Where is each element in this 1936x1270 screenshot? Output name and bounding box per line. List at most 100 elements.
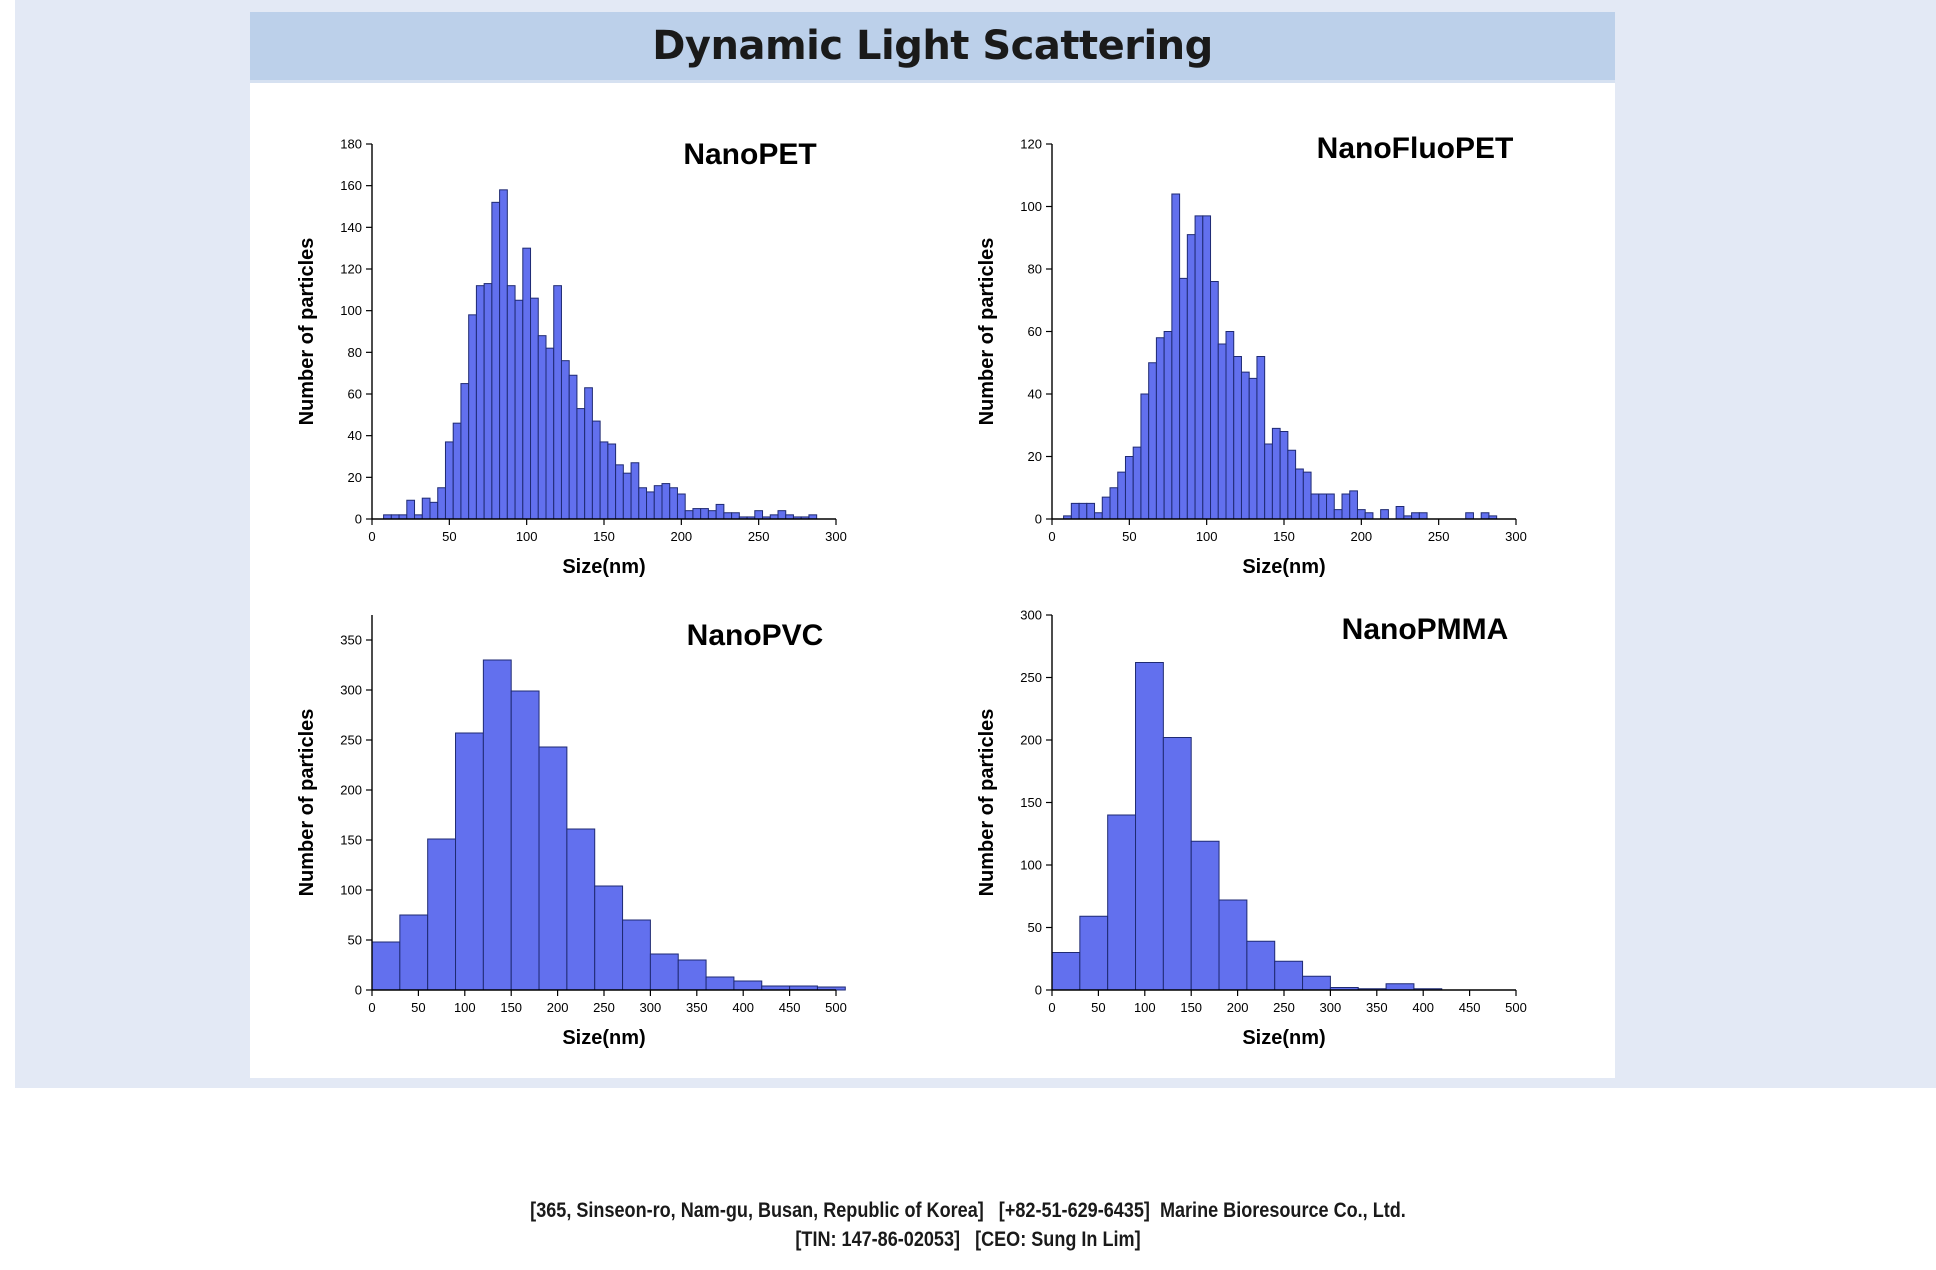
histogram-bar bbox=[723, 512, 733, 520]
histogram-bar bbox=[584, 387, 593, 520]
histogram-bar bbox=[1418, 512, 1428, 520]
histogram-bar bbox=[607, 443, 617, 520]
y-axis-title: Number of particles bbox=[976, 238, 998, 426]
x-tick-label: 450 bbox=[779, 1000, 801, 1015]
histogram-bar bbox=[1217, 343, 1227, 520]
histogram-bar bbox=[1256, 356, 1266, 520]
histogram-bar bbox=[510, 690, 540, 991]
x-tick-label: 50 bbox=[1091, 1000, 1105, 1015]
y-tick-label: 100 bbox=[340, 883, 362, 898]
histogram-bar bbox=[483, 283, 493, 520]
histogram-bar bbox=[1078, 502, 1088, 520]
x-tick-label: 300 bbox=[825, 529, 847, 544]
y-tick-label: 200 bbox=[1020, 733, 1042, 748]
y-tick-label: 60 bbox=[1028, 324, 1042, 339]
x-tick-label: 450 bbox=[1459, 1000, 1481, 1015]
x-tick-label: 300 bbox=[1320, 1000, 1342, 1015]
histogram-bar bbox=[1302, 471, 1312, 520]
y-tick-label: 300 bbox=[1020, 608, 1042, 623]
histogram-bar bbox=[1349, 490, 1358, 520]
x-tick-label: 250 bbox=[1428, 529, 1450, 544]
footer-company-line: [TIN: 147-86-02053] [CEO: Sung In Lim] bbox=[795, 1228, 1141, 1251]
histogram-bar bbox=[661, 483, 671, 520]
histogram-bar bbox=[707, 510, 717, 520]
histogram-bar bbox=[1356, 509, 1366, 520]
histogram-bar bbox=[1218, 899, 1248, 991]
x-tick-label: 400 bbox=[732, 1000, 754, 1015]
histogram-bar bbox=[591, 420, 601, 520]
histogram-bar bbox=[1333, 509, 1343, 520]
histogram-bar bbox=[538, 746, 568, 991]
histogram-bar bbox=[553, 285, 562, 520]
histogram-bar bbox=[1094, 512, 1103, 520]
histogram-bar bbox=[1194, 215, 1204, 520]
x-axis-title: Size(nm) bbox=[562, 556, 645, 578]
histogram-bar bbox=[1395, 506, 1405, 520]
histogram-bar bbox=[1190, 840, 1220, 991]
histogram-bar bbox=[455, 732, 484, 991]
histogram-bar bbox=[460, 383, 470, 520]
y-tick-label: 140 bbox=[340, 220, 362, 235]
x-tick-label: 250 bbox=[748, 529, 770, 544]
y-tick-label: 0 bbox=[1035, 512, 1042, 527]
bar-group bbox=[383, 189, 818, 520]
histogram-bar bbox=[482, 659, 512, 991]
histogram-bar bbox=[576, 408, 586, 520]
x-tick-label: 150 bbox=[593, 529, 615, 544]
y-tick-label: 120 bbox=[1020, 137, 1042, 152]
histogram-bar bbox=[1179, 277, 1188, 520]
histogram-bar bbox=[653, 485, 663, 520]
x-tick-label: 400 bbox=[1412, 1000, 1434, 1015]
y-tick-label: 20 bbox=[348, 470, 362, 485]
y-tick-label: 300 bbox=[340, 683, 362, 698]
histogram-bar bbox=[649, 953, 679, 991]
histogram-bar bbox=[522, 247, 532, 520]
x-axis-title: Size(nm) bbox=[1242, 556, 1325, 578]
x-tick-label: 100 bbox=[516, 529, 538, 544]
histogram-bar bbox=[700, 508, 709, 520]
histogram-bar bbox=[399, 914, 429, 991]
y-tick-label: 150 bbox=[1020, 795, 1042, 810]
histogram-bar bbox=[421, 497, 431, 520]
histogram-bar bbox=[1225, 331, 1235, 520]
histogram-bar bbox=[491, 201, 501, 520]
histogram-bar bbox=[733, 980, 763, 991]
x-tick-label: 150 bbox=[1180, 1000, 1202, 1015]
histogram-bar bbox=[1070, 502, 1080, 520]
x-tick-label: 500 bbox=[825, 1000, 847, 1015]
histogram-bar bbox=[437, 487, 446, 520]
x-tick-label: 100 bbox=[1134, 1000, 1156, 1015]
bar-group bbox=[371, 659, 846, 991]
y-tick-label: 40 bbox=[348, 428, 362, 443]
x-tick-label: 200 bbox=[670, 529, 692, 544]
y-axis-title: Number of particles bbox=[976, 709, 998, 897]
histogram-bar bbox=[669, 487, 678, 520]
x-tick-label: 250 bbox=[1273, 1000, 1295, 1015]
histogram-bar bbox=[1264, 443, 1273, 520]
x-tick-label: 200 bbox=[1227, 1000, 1249, 1015]
x-tick-label: 100 bbox=[454, 1000, 476, 1015]
chart-title: NanoFluoPET bbox=[1317, 132, 1514, 165]
histogram-bar bbox=[1480, 512, 1490, 520]
footer-address-line: [365, Sinseon-ro, Nam-gu, Busan, Republi… bbox=[530, 1199, 1406, 1222]
histogram-bar bbox=[1107, 814, 1137, 991]
x-tick-label: 150 bbox=[1273, 529, 1295, 544]
histogram-bar bbox=[1202, 215, 1212, 520]
y-tick-label: 350 bbox=[340, 633, 362, 648]
y-axis-title: Number of particles bbox=[296, 709, 318, 897]
histogram-bar bbox=[530, 297, 539, 520]
histogram-bar bbox=[615, 464, 624, 520]
x-tick-label: 500 bbox=[1505, 1000, 1527, 1015]
histogram-bar bbox=[638, 487, 648, 520]
y-tick-label: 0 bbox=[355, 983, 362, 998]
histogram-bar bbox=[1162, 737, 1192, 991]
histogram-nanopmma: 0 50 100 150 200 250 300 350 400 450 500 0 50 100 150 2… bbox=[976, 608, 1527, 1050]
page-title: Dynamic Light Scattering bbox=[652, 23, 1213, 69]
x-tick-label: 0 bbox=[368, 529, 375, 544]
histogram-bar bbox=[646, 491, 655, 520]
histogram-bar bbox=[1163, 331, 1173, 520]
histogram-bar bbox=[1279, 431, 1289, 520]
histogram-bar bbox=[444, 441, 454, 520]
chart-title: NanoPVC bbox=[687, 619, 824, 652]
histogram-nanopet: 0 50 100 150 200 250 300 0 20 40 60 80 100 120 140 160 1… bbox=[296, 137, 847, 579]
